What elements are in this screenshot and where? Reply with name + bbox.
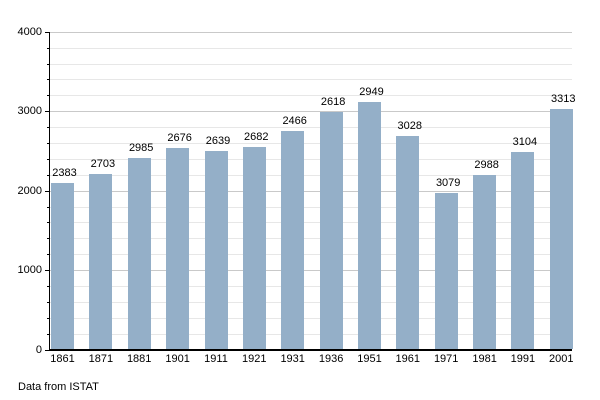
y-axis-line <box>48 31 50 351</box>
minor-gridline <box>49 95 572 97</box>
population-bar <box>166 147 190 350</box>
y-minor-tick <box>46 63 50 65</box>
minor-gridline <box>49 174 572 176</box>
minor-gridline <box>49 79 572 81</box>
y-minor-tick <box>46 95 50 97</box>
y-major-tick <box>44 111 50 113</box>
population-bar <box>281 131 305 350</box>
y-minor-tick <box>46 206 50 208</box>
x-tick-label: 1921 <box>242 352 267 365</box>
minor-gridline <box>49 158 572 160</box>
x-tick-label: 1901 <box>165 352 190 365</box>
y-major-tick <box>44 270 50 272</box>
population-bar <box>127 158 151 350</box>
bar-value-label: 2949 <box>359 86 384 99</box>
population-bar <box>511 151 535 350</box>
minor-gridline <box>49 206 572 208</box>
bar-value-label: 2618 <box>320 96 346 109</box>
minor-gridline <box>49 317 572 319</box>
bar-value-label: 2466 <box>282 115 307 127</box>
minor-gridline <box>49 238 572 240</box>
x-tick-label: 1871 <box>88 352 114 365</box>
y-minor-tick <box>46 127 50 128</box>
minor-gridline <box>49 127 572 128</box>
y-major-tick <box>44 190 50 192</box>
major-gridline <box>49 111 572 113</box>
major-gridline <box>49 270 572 272</box>
y-minor-tick <box>46 142 50 144</box>
population-bar <box>396 136 420 350</box>
y-minor-tick <box>46 47 50 49</box>
bar-value-label: 2703 <box>90 158 116 170</box>
y-minor-tick <box>46 301 50 303</box>
bar-value-label: 3079 <box>435 177 461 190</box>
y-tick-label: 2000 <box>17 184 42 197</box>
bar-value-label: 3028 <box>397 120 423 132</box>
x-tick-label: 1991 <box>510 352 536 365</box>
bar-value-label: 2988 <box>474 159 499 171</box>
bar-value-label: 3313 <box>551 93 576 106</box>
minor-gridline <box>49 63 572 65</box>
minor-gridline <box>49 47 572 49</box>
population-bar <box>319 112 343 350</box>
y-minor-tick <box>46 158 50 160</box>
population-bar <box>434 193 458 350</box>
bar-value-label: 2676 <box>167 131 192 144</box>
major-gridline <box>49 190 572 192</box>
y-minor-tick <box>46 238 50 240</box>
y-major-tick <box>44 349 50 351</box>
bar-value-label: 3104 <box>512 135 538 148</box>
x-axis-line <box>48 349 572 351</box>
population-bar <box>473 175 497 350</box>
minor-gridline <box>49 301 572 303</box>
x-tick-label: 1881 <box>126 352 152 365</box>
minor-gridline <box>49 222 572 224</box>
x-tick-label: 1911 <box>204 352 228 365</box>
y-major-tick <box>44 31 50 33</box>
minor-gridline <box>49 142 572 144</box>
y-tick-label: 3000 <box>17 105 42 118</box>
population-bar <box>204 151 228 350</box>
y-minor-tick <box>46 79 50 81</box>
x-tick-label: 1971 <box>433 352 459 365</box>
y-minor-tick <box>46 333 50 335</box>
y-tick-label: 0 <box>35 343 42 356</box>
x-tick-label: 1951 <box>357 352 382 365</box>
bar-value-label: 2639 <box>205 135 231 147</box>
minor-gridline <box>49 254 572 256</box>
y-tick-label: 1000 <box>17 264 42 277</box>
bar-value-label: 2383 <box>52 167 77 180</box>
x-tick-label: 2001 <box>549 352 574 365</box>
y-minor-tick <box>46 254 50 256</box>
population-bar <box>358 102 381 350</box>
major-gridline <box>49 31 572 33</box>
bar-value-label: 2985 <box>128 142 154 154</box>
y-tick-label: 4000 <box>17 25 42 38</box>
chart-footnote: Data from ISTAT <box>18 381 99 393</box>
x-tick-label: 1861 <box>50 352 75 365</box>
x-tick-label: 1961 <box>395 352 421 365</box>
x-tick-label: 1931 <box>280 352 305 365</box>
x-tick-label: 1936 <box>318 352 344 365</box>
y-minor-tick <box>46 285 50 287</box>
y-minor-tick <box>46 174 50 176</box>
y-minor-tick <box>46 317 50 319</box>
minor-gridline <box>49 333 572 335</box>
population-bar <box>549 109 573 350</box>
population-bar <box>51 183 74 350</box>
x-tick-label: 1981 <box>472 352 497 365</box>
minor-gridline <box>49 285 572 287</box>
population-bar <box>242 147 266 350</box>
bar-value-label: 2682 <box>244 131 269 143</box>
population-bar <box>89 174 113 350</box>
y-minor-tick <box>46 222 50 224</box>
